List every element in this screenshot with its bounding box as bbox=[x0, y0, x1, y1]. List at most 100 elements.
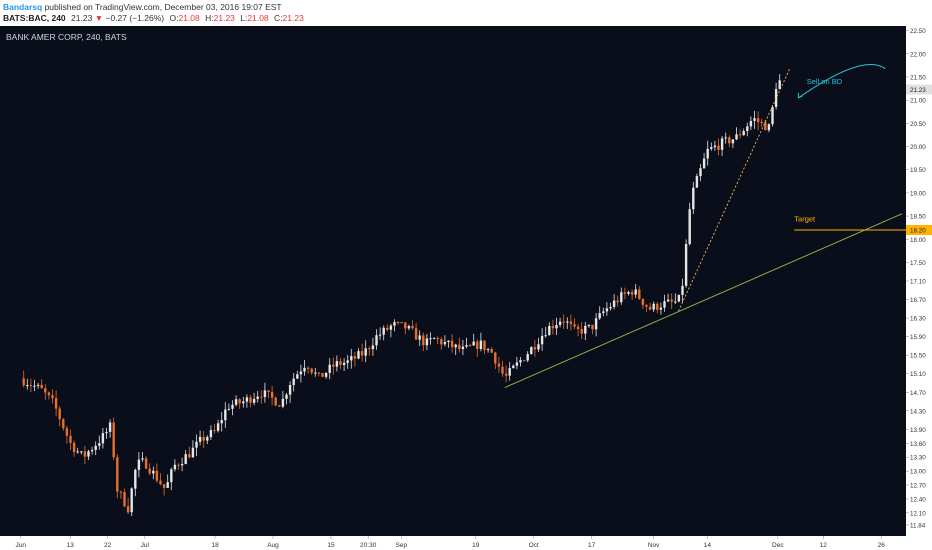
candle-body bbox=[512, 365, 515, 369]
candle-body bbox=[285, 394, 288, 399]
candle-body bbox=[303, 367, 306, 372]
candle-body bbox=[152, 470, 155, 474]
candle-body bbox=[598, 313, 601, 319]
y-tick-label: 15.90 bbox=[910, 334, 926, 341]
y-tick-label: 12.40 bbox=[910, 496, 926, 503]
down-arrow-icon: ▼ bbox=[94, 13, 104, 23]
candle-body bbox=[238, 399, 241, 404]
candle-body bbox=[360, 351, 364, 356]
candle-body bbox=[177, 464, 180, 466]
close-label: C: bbox=[274, 13, 283, 23]
candle-body bbox=[274, 397, 277, 406]
candle-body bbox=[562, 321, 565, 323]
candle-body bbox=[234, 399, 238, 405]
candle-body bbox=[105, 431, 108, 434]
candle-body bbox=[580, 329, 583, 334]
candle-body bbox=[220, 420, 223, 424]
candle-body bbox=[400, 322, 403, 324]
y-tick-label: 18.00 bbox=[910, 237, 926, 244]
published-text: published on TradingView.com, December 0… bbox=[42, 2, 282, 12]
time-axis[interactable] bbox=[0, 536, 906, 550]
candle-body bbox=[270, 392, 274, 398]
candle-body bbox=[137, 459, 141, 470]
x-tick-label: Nov bbox=[648, 542, 660, 549]
candle-body bbox=[263, 390, 267, 397]
candle-body bbox=[616, 300, 619, 303]
candle-body bbox=[94, 445, 97, 450]
candle-body bbox=[393, 322, 396, 326]
candle-body bbox=[119, 491, 123, 493]
candle-body bbox=[749, 121, 753, 127]
y-tick-label: 19.00 bbox=[910, 190, 926, 197]
candle-body bbox=[756, 118, 760, 122]
candle-body bbox=[101, 433, 105, 444]
candle-body bbox=[364, 348, 367, 356]
candle-body bbox=[609, 306, 612, 309]
candle-body bbox=[389, 325, 393, 330]
candle-body bbox=[245, 397, 249, 402]
candle-body bbox=[623, 292, 627, 294]
trendline-support bbox=[504, 213, 903, 389]
plot-area[interactable] bbox=[0, 26, 906, 536]
annotation-target: Target bbox=[794, 215, 816, 224]
candle-body bbox=[342, 362, 346, 365]
candle-body bbox=[429, 338, 432, 340]
candle-body bbox=[641, 298, 645, 305]
candle-body bbox=[450, 340, 454, 348]
y-tick-label: 20.50 bbox=[910, 121, 926, 128]
price-chart[interactable]: BANK AMER CORP, 240, BATS Sell on BDTarg… bbox=[0, 26, 932, 550]
y-tick-label: 21.00 bbox=[910, 98, 926, 105]
target-price-tag-label: 18.20 bbox=[910, 228, 926, 235]
candle-body bbox=[526, 354, 529, 361]
price-change: −0.27 (−1.26%) bbox=[105, 13, 165, 23]
candle-body bbox=[54, 398, 58, 409]
y-tick-label: 13.30 bbox=[910, 455, 926, 462]
candle-body bbox=[260, 396, 263, 398]
candle-body bbox=[472, 341, 475, 346]
candle-body bbox=[692, 187, 695, 210]
candle-body bbox=[760, 122, 763, 123]
candle-body bbox=[227, 408, 231, 410]
candle-body bbox=[188, 454, 191, 458]
candle-body bbox=[249, 397, 252, 403]
price-axis[interactable] bbox=[906, 26, 932, 550]
candle-body bbox=[706, 148, 709, 159]
last-price: 21.23 bbox=[71, 13, 93, 23]
candle-body bbox=[83, 451, 87, 457]
candle-body bbox=[486, 349, 490, 351]
x-tick-label: 13 bbox=[67, 542, 75, 549]
candle-body bbox=[126, 506, 130, 513]
candle-body bbox=[148, 468, 151, 474]
candle-body bbox=[314, 372, 317, 374]
candle-body bbox=[396, 322, 400, 323]
candle-body bbox=[468, 345, 472, 347]
author-name[interactable]: Bandarsq bbox=[3, 2, 43, 12]
candle-body bbox=[26, 385, 29, 386]
candle-body bbox=[713, 145, 717, 148]
candle-body bbox=[443, 342, 447, 345]
price-tags: 21.23 18.20 bbox=[906, 84, 932, 235]
y-tick-label: 19.50 bbox=[910, 167, 926, 174]
low-label: L: bbox=[240, 13, 248, 23]
candle-body bbox=[310, 368, 313, 373]
candle-body bbox=[288, 385, 292, 395]
y-tick-label: 18.50 bbox=[910, 214, 926, 221]
candle-body bbox=[519, 360, 522, 363]
candle-body bbox=[80, 451, 83, 453]
candle-body bbox=[58, 408, 61, 420]
candle-body bbox=[659, 307, 663, 310]
x-tick-label: 26 bbox=[878, 542, 886, 549]
candle-body bbox=[674, 301, 677, 303]
candle-body bbox=[638, 289, 641, 299]
high-value: 21.23 bbox=[213, 13, 235, 23]
candle-body bbox=[116, 457, 119, 492]
candle-body bbox=[357, 351, 360, 359]
candle-body bbox=[634, 289, 637, 295]
candle-body bbox=[256, 396, 259, 399]
candle-body bbox=[432, 338, 436, 340]
x-tick-label: Sep bbox=[396, 542, 408, 549]
candle-body bbox=[551, 326, 555, 329]
candle-body bbox=[663, 301, 666, 308]
open-label: O: bbox=[169, 13, 179, 23]
y-tick-label: 22.50 bbox=[910, 28, 926, 35]
